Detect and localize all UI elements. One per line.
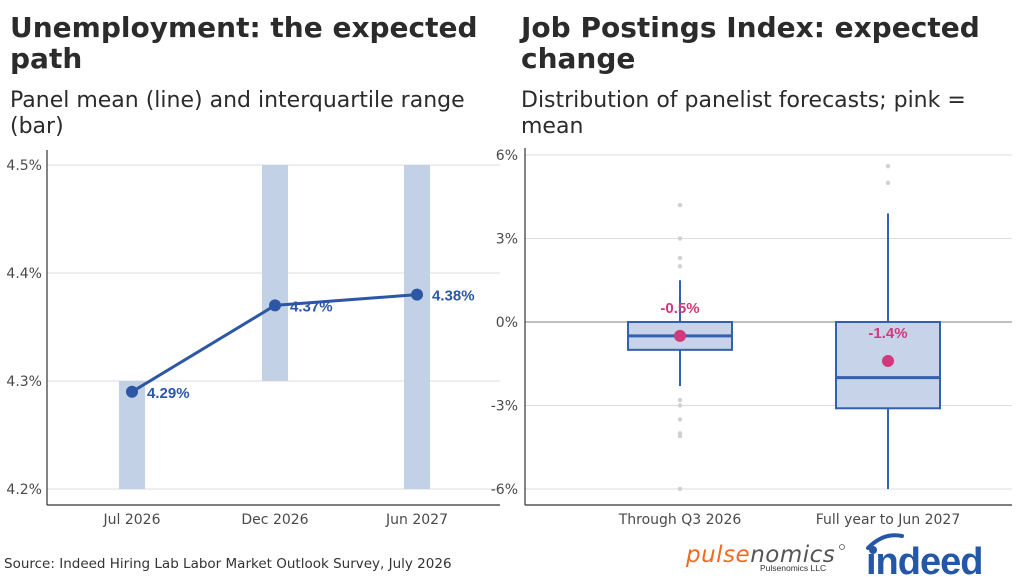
right-outlier-point: [677, 397, 683, 403]
left-data-label: 4.38%: [432, 288, 475, 305]
pulsenomics-logo-text-a: pulse: [686, 542, 750, 568]
right-y-tick-label: -6%: [491, 482, 518, 498]
left-chart-subtitle: Panel mean (line) and interquartile rang…: [10, 88, 465, 139]
left-data-point: [411, 288, 423, 301]
left-data-point: [269, 299, 281, 312]
left-y-tick-label: 4.2%: [6, 482, 42, 498]
left-data-label: 4.37%: [290, 298, 333, 315]
right-outlier-point: [885, 163, 891, 169]
left-iqr-bar: [404, 165, 430, 489]
left-y-tick-label: 4.3%: [6, 374, 42, 390]
right-outlier-point: [677, 486, 683, 492]
right-chart-title: Job Postings Index: expected change: [521, 11, 980, 75]
indeed-logo: ındeed: [866, 533, 983, 580]
left-data-label: 4.29%: [147, 385, 190, 402]
left-chart-title: Unemployment: the expected path: [10, 11, 478, 75]
right-outlier-point: [677, 433, 683, 439]
left-iqr-bar: [262, 165, 288, 381]
right-y-tick-label: 6%: [496, 148, 518, 164]
right-outlier-point: [677, 255, 683, 261]
pulsenomics-logo: pulsenomics: [686, 542, 845, 568]
left-x-tick-label: Dec 2026: [241, 512, 308, 528]
right-x-tick-label: Full year to Jun 2027: [816, 512, 961, 528]
pulsenomics-sub-label: Pulsenomics LLC: [760, 563, 827, 573]
right-y-tick-label: 3%: [496, 232, 518, 248]
right-outlier-point: [677, 202, 683, 208]
right-y-tick-label: -3%: [491, 399, 518, 415]
svg-text:ındeed: ındeed: [866, 541, 982, 580]
left-y-tick-label: 4.5%: [6, 158, 42, 174]
right-outlier-point: [885, 180, 891, 186]
left-data-point: [126, 385, 138, 398]
right-outlier-point: [677, 236, 683, 241]
right-outlier-point: [677, 403, 683, 408]
right-mean-point: [674, 329, 686, 342]
pulsenomics-logo-text-b: nomics: [750, 542, 835, 568]
left-iqr-bar: [119, 381, 145, 489]
left-y-tick-label: 4.4%: [6, 266, 42, 282]
right-chart-subtitle: Distribution of panelist forecasts; pink…: [521, 88, 966, 139]
right-outlier-point: [677, 264, 683, 269]
right-outlier-point: [677, 417, 683, 422]
right-mean-point: [882, 354, 894, 367]
left-x-tick-label: Jun 2027: [385, 512, 448, 528]
source-note: Source: Indeed Hiring Lab Labor Market O…: [4, 556, 452, 572]
svg-text:pulsenomics: pulsenomics: [686, 542, 835, 568]
right-mean-label: -1.4%: [868, 325, 907, 342]
left-x-tick-label: Jul 2026: [103, 512, 161, 528]
right-mean-label: -0.5%: [660, 300, 699, 317]
right-x-tick-label: Through Q3 2026: [618, 512, 742, 528]
right-y-tick-label: 0%: [496, 315, 518, 331]
